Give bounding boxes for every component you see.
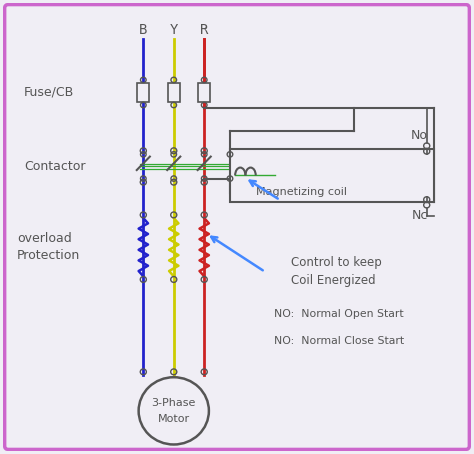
Text: Control to keep
Coil Energized: Control to keep Coil Energized xyxy=(291,257,382,287)
Bar xyxy=(230,148,434,202)
Bar xyxy=(168,83,180,102)
Text: Motor: Motor xyxy=(158,414,190,424)
Text: 3-Phase: 3-Phase xyxy=(152,398,196,408)
Text: Y: Y xyxy=(170,23,178,37)
Text: Fuse/CB: Fuse/CB xyxy=(24,86,74,99)
Bar xyxy=(198,83,210,102)
Text: Magnetizing coil: Magnetizing coil xyxy=(256,188,347,197)
Bar xyxy=(137,83,149,102)
Text: NO:  Normal Open Start: NO: Normal Open Start xyxy=(274,310,404,320)
Text: Nc: Nc xyxy=(411,209,428,222)
Text: NO:  Normal Close Start: NO: Normal Close Start xyxy=(274,336,405,346)
Text: R: R xyxy=(200,23,209,37)
Text: B: B xyxy=(139,23,147,37)
Text: No: No xyxy=(411,128,428,142)
FancyBboxPatch shape xyxy=(5,5,469,449)
Text: overload
Protection: overload Protection xyxy=(17,232,80,262)
Text: Contactor: Contactor xyxy=(24,160,85,173)
